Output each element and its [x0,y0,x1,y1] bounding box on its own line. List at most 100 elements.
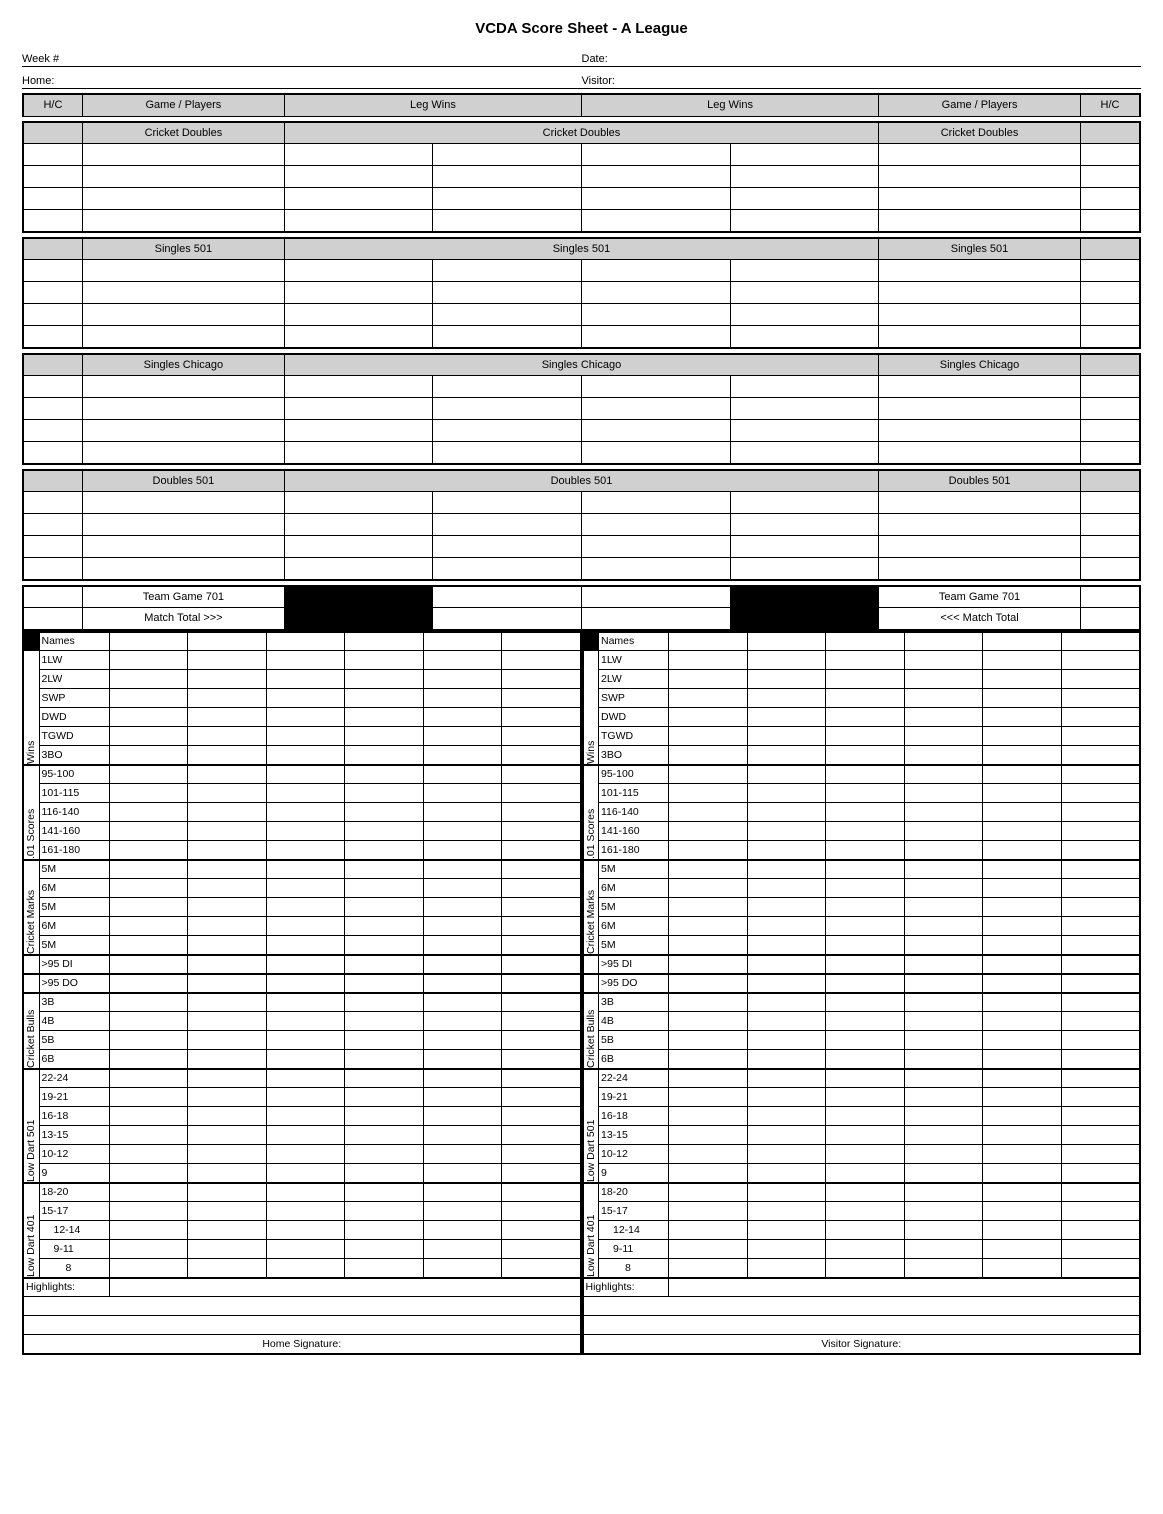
leg-cell[interactable] [433,536,582,558]
stat-cell[interactable] [669,860,748,879]
player-cell[interactable] [82,166,284,188]
stat-cell[interactable] [904,1145,983,1164]
stat-cell[interactable] [983,689,1062,708]
stat-cell[interactable] [904,1240,983,1259]
stat-cell[interactable] [904,765,983,784]
stat-cell[interactable] [345,955,424,974]
stat-cell[interactable] [1061,1240,1140,1259]
stat-cell[interactable] [109,1240,188,1259]
player-cell[interactable] [82,492,284,514]
player-cell[interactable] [82,536,284,558]
stat-cell[interactable] [1061,917,1140,936]
stat-cell[interactable] [747,1107,826,1126]
stat-cell[interactable] [109,746,188,765]
stat-cell[interactable] [266,898,345,917]
stat-cell[interactable] [747,898,826,917]
stat-cell[interactable] [266,1012,345,1031]
stat-cell[interactable] [669,1050,748,1069]
stat-cell[interactable] [826,917,905,936]
stat-cell[interactable] [345,651,424,670]
stat-cell[interactable] [983,670,1062,689]
stat-cell[interactable] [266,765,345,784]
stat-cell[interactable] [1061,708,1140,727]
hc-cell[interactable] [23,166,82,188]
stat-cell[interactable] [109,803,188,822]
stat-cell[interactable] [826,1164,905,1183]
stat-cell[interactable] [669,993,748,1012]
leg-cell[interactable] [730,558,879,580]
stat-cell[interactable] [502,879,581,898]
stat-cell[interactable] [423,955,502,974]
name-cell[interactable] [502,632,581,651]
stat-cell[interactable] [345,727,424,746]
player-cell[interactable] [82,398,284,420]
player-cell[interactable] [82,304,284,326]
stat-cell[interactable] [423,765,502,784]
stat-cell[interactable] [826,1259,905,1278]
stat-cell[interactable] [502,670,581,689]
stat-cell[interactable] [423,879,502,898]
hc-cell[interactable] [1081,398,1140,420]
leg-cell[interactable] [730,326,879,348]
leg-cell[interactable] [730,514,879,536]
leg-cell[interactable] [581,398,730,420]
stat-cell[interactable] [188,898,267,917]
stat-cell[interactable] [826,708,905,727]
stat-cell[interactable] [266,803,345,822]
stat-cell[interactable] [502,1012,581,1031]
stat-cell[interactable] [188,708,267,727]
stat-cell[interactable] [1061,670,1140,689]
stat-cell[interactable] [502,1240,581,1259]
stat-cell[interactable] [747,689,826,708]
stat-cell[interactable] [983,879,1062,898]
leg-cell[interactable] [284,558,433,580]
stat-cell[interactable] [826,1069,905,1088]
leg-cell[interactable] [284,188,433,210]
leg-cell[interactable] [284,260,433,282]
highlights-cell[interactable] [669,1278,1140,1297]
stat-cell[interactable] [502,727,581,746]
stat-cell[interactable] [1061,651,1140,670]
leg-cell[interactable] [284,144,433,166]
stat-cell[interactable] [669,727,748,746]
stat-cell[interactable] [345,1126,424,1145]
stat-cell[interactable] [669,1069,748,1088]
leg-cell[interactable] [433,398,582,420]
stat-cell[interactable] [345,784,424,803]
stat-cell[interactable] [826,1012,905,1031]
stat-cell[interactable] [423,670,502,689]
stat-cell[interactable] [423,841,502,860]
stat-cell[interactable] [345,993,424,1012]
hc-cell[interactable] [23,188,82,210]
stat-cell[interactable] [266,727,345,746]
stat-cell[interactable] [188,727,267,746]
stat-cell[interactable] [188,651,267,670]
stat-cell[interactable] [423,974,502,993]
player-cell[interactable] [82,326,284,348]
stat-cell[interactable] [983,746,1062,765]
stat-cell[interactable] [904,1259,983,1278]
stat-cell[interactable] [423,803,502,822]
stat-cell[interactable] [109,1088,188,1107]
stat-cell[interactable] [266,1050,345,1069]
stat-cell[interactable] [983,1183,1062,1202]
stat-cell[interactable] [826,936,905,955]
stat-cell[interactable] [983,1240,1062,1259]
player-cell[interactable] [879,304,1081,326]
stat-cell[interactable] [188,974,267,993]
hc-cell[interactable] [1081,282,1140,304]
stat-cell[interactable] [1061,1183,1140,1202]
stat-cell[interactable] [669,803,748,822]
stat-cell[interactable] [502,841,581,860]
stat-cell[interactable] [747,727,826,746]
stat-cell[interactable] [1061,936,1140,955]
stat-cell[interactable] [266,917,345,936]
leg-cell[interactable] [433,210,582,232]
stat-cell[interactable] [423,1164,502,1183]
stat-cell[interactable] [1061,1107,1140,1126]
stat-cell[interactable] [109,1031,188,1050]
stat-cell[interactable] [1061,1221,1140,1240]
stat-cell[interactable] [904,1202,983,1221]
hc-cell[interactable] [1081,304,1140,326]
stat-cell[interactable] [1061,879,1140,898]
